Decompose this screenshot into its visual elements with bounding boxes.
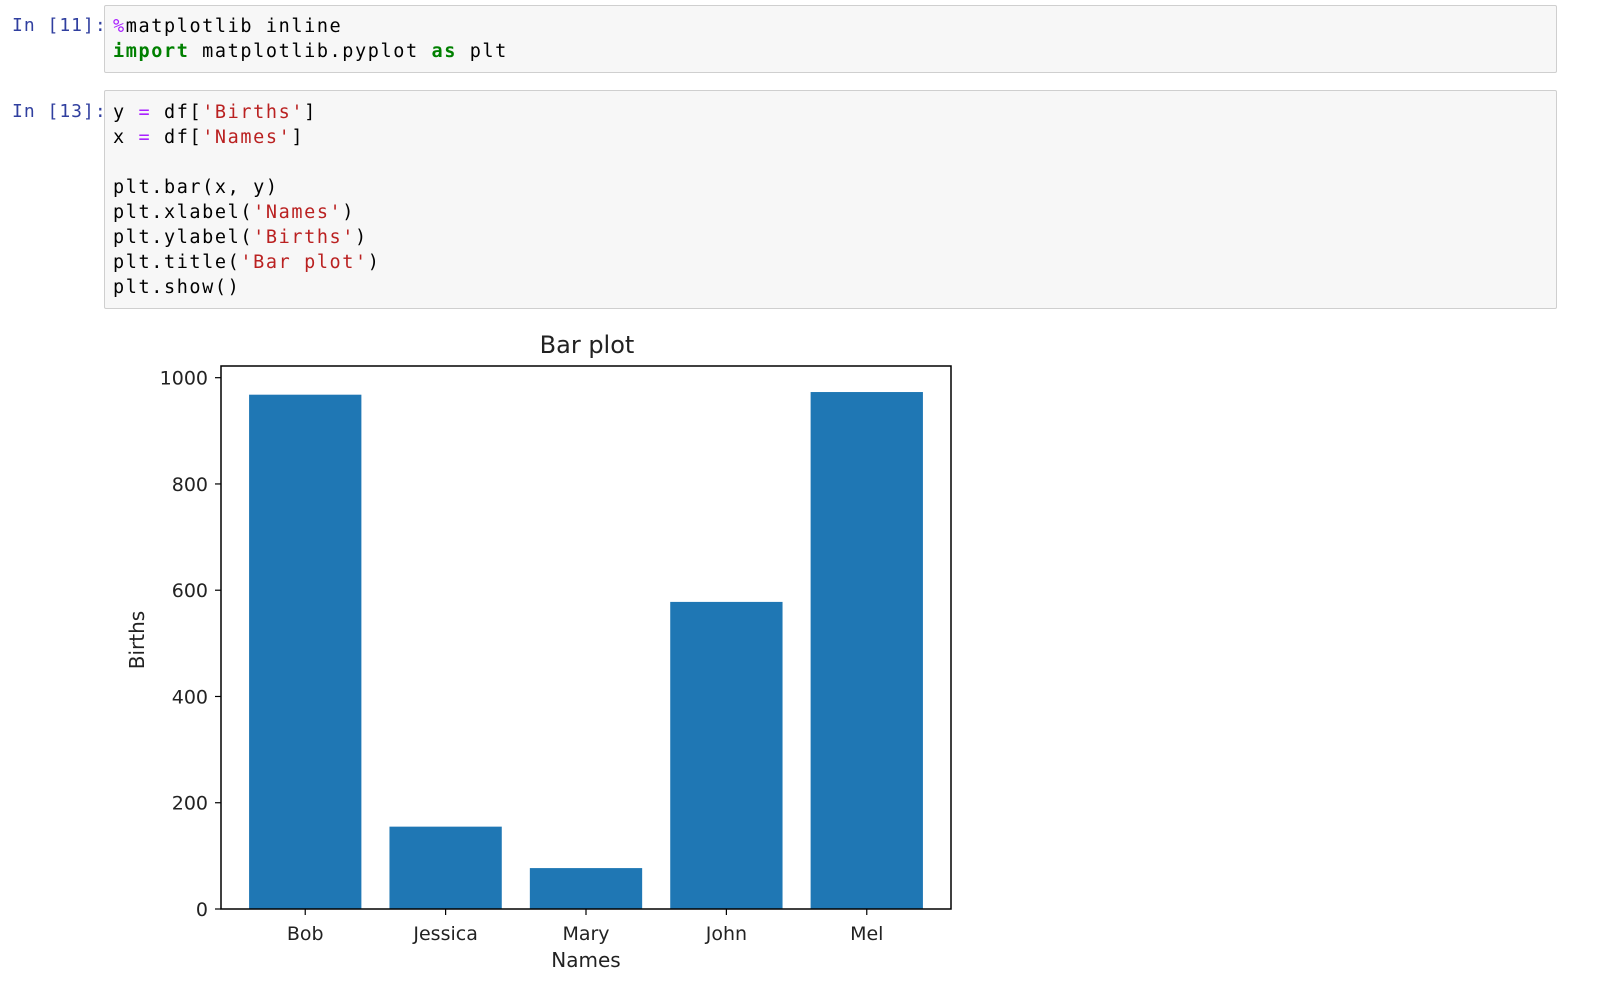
code-token-plain: matplotlib inline [125, 16, 343, 37]
code-token-op: = [138, 102, 152, 123]
code-line: import matplotlib.pyplot as plt [113, 39, 508, 64]
code-token-magic: % [113, 16, 126, 37]
code-token-str: 'Births' [202, 102, 305, 123]
x-tick-label: Mel [850, 923, 883, 945]
y-axis-label: Births [125, 611, 149, 669]
code-token-plain: x [113, 127, 139, 148]
code-line: plt.title('Bar plot') [113, 250, 381, 275]
code-cell-13[interactable]: y = df['Births'] x = df['Names'] plt.bar(x… [104, 90, 1557, 309]
code-line: plt.ylabel('Births') [113, 225, 381, 250]
y-tick-label: 0 [196, 899, 208, 921]
prompt-cell-11: In [11]: [12, 15, 107, 36]
code-line: %matplotlib inline [113, 14, 508, 39]
y-tick-label: 400 [172, 686, 208, 708]
code-token-plain: y [113, 102, 139, 123]
bar-mel [810, 392, 923, 909]
code-line: x = df['Names'] [113, 125, 381, 150]
bar-chart-output: Bar plot Names Births Bob Jessica Mary John… [125, 331, 952, 972]
y-tick-label: 600 [172, 580, 208, 602]
code-token-plain: plt.ylabel( [113, 227, 254, 248]
code-token-plain: df[ [151, 102, 203, 123]
code-token-plain: plt [456, 41, 508, 62]
x-tick-label: Mary [562, 923, 609, 945]
code-token-plain: df[ [151, 127, 203, 148]
code-token-str: 'Names' [253, 202, 343, 223]
code-line: plt.show() [113, 275, 381, 300]
y-tick-label: 800 [172, 474, 208, 496]
bar-john [670, 601, 783, 909]
code-line: y = df['Births'] [113, 100, 381, 125]
bar-mary [529, 868, 643, 909]
code-token-kw: as [431, 41, 457, 62]
code-editor[interactable]: y = df['Births'] x = df['Names'] plt.bar(x… [113, 100, 381, 300]
code-cell-11[interactable]: %matplotlib inline import matplotlib.pypl… [104, 5, 1557, 73]
code-token-plain: ] [304, 102, 317, 123]
bar-jessica [389, 826, 502, 909]
prompt-cell-13: In [13]: [12, 101, 107, 122]
code-line: plt.bar(x, y) [113, 175, 381, 200]
code-token-plain: ) [367, 252, 381, 273]
code-token-op: = [138, 127, 152, 148]
code-token-str: 'Births' [253, 227, 356, 248]
y-tick-label: 1000 [160, 368, 208, 390]
code-token-str: 'Bar plot' [240, 252, 368, 273]
x-axis-label: Names [551, 948, 620, 972]
axes-frame [220, 365, 952, 910]
code-line [113, 150, 381, 175]
code-token-plain: plt.bar(x, y) [113, 177, 279, 198]
code-token-plain: ) [342, 202, 356, 223]
x-tick-label: Jessica [412, 923, 477, 945]
chart-title: Bar plot [540, 331, 635, 359]
bar-bob [249, 394, 362, 909]
code-token-plain: plt.title( [113, 252, 241, 273]
x-tick-label: John [705, 923, 747, 945]
code-token-kw: import [113, 41, 190, 62]
code-token-plain: matplotlib.pyplot [189, 41, 432, 62]
code-editor[interactable]: %matplotlib inline import matplotlib.pypl… [113, 14, 508, 64]
code-token-plain: ] [291, 127, 305, 148]
y-tick-label: 200 [172, 793, 208, 815]
code-token-plain: ) [355, 227, 368, 248]
code-token-plain: plt.show() [113, 277, 241, 298]
code-token-str: 'Names' [202, 127, 292, 148]
code-token-plain: plt.xlabel( [113, 202, 254, 223]
code-line: plt.xlabel('Names') [113, 200, 381, 225]
x-tick-label: Bob [287, 923, 324, 945]
